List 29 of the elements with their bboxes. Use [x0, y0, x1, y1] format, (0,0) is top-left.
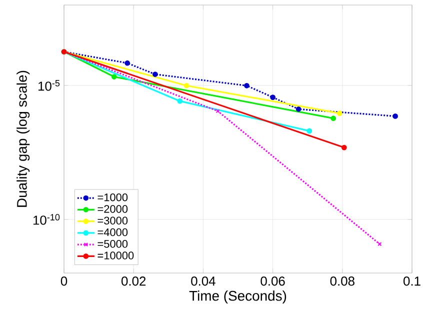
point — [336, 110, 342, 116]
legend-label: =2000 — [98, 205, 128, 213]
point — [152, 72, 158, 77]
x-tick-label: 0.06 — [260, 276, 285, 286]
legend-label: =3000 — [98, 216, 128, 224]
legend-label: =10000 — [98, 252, 134, 260]
legend-label: =5000 — [98, 240, 128, 248]
legend-label: =1000 — [98, 193, 128, 202]
point — [184, 82, 190, 88]
point — [124, 60, 130, 66]
x-tick-label: 0.1 — [404, 276, 420, 286]
point — [330, 116, 336, 122]
point — [177, 98, 183, 104]
x-axis-title: Time (Seconds) — [189, 290, 286, 304]
x-tick-label: 0.08 — [330, 276, 354, 286]
y-tick-label: 10$^{-5}$ — [38, 80, 60, 91]
legend-label: =4000 — [98, 228, 128, 236]
point — [244, 82, 250, 88]
y-axis-title: Duality gap (log scale) — [16, 70, 30, 207]
point — [306, 128, 312, 134]
y-tick-label: 10$^{-10}$ — [33, 214, 60, 225]
x-tick-label: 0.02 — [121, 276, 146, 286]
x-tick-label: 0.04 — [191, 276, 216, 286]
point — [341, 144, 347, 150]
point — [111, 74, 117, 80]
point — [392, 114, 398, 119]
point — [296, 106, 302, 112]
point — [270, 94, 276, 100]
x-tick-label: 0 — [60, 276, 68, 286]
